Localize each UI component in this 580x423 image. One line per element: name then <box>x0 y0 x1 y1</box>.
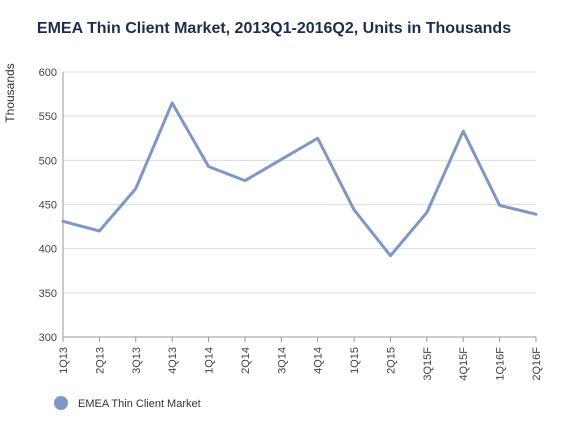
y-tick-label: 350 <box>39 288 57 300</box>
data-point[interactable] <box>207 165 211 169</box>
x-tick-label: 2Q16F <box>531 347 543 381</box>
legend-marker <box>54 396 68 410</box>
y-tick-label: 400 <box>39 244 57 256</box>
x-tick-label: 4Q15F <box>458 347 470 381</box>
y-axis-title: Thousands <box>3 63 17 122</box>
data-point[interactable] <box>170 101 174 105</box>
data-point[interactable] <box>243 179 247 183</box>
data-point[interactable] <box>425 210 429 214</box>
data-point[interactable] <box>352 208 356 212</box>
y-tick-label: 600 <box>39 67 57 79</box>
legend[interactable]: EMEA Thin Client Market <box>54 396 201 410</box>
y-tick-label: 300 <box>39 332 57 344</box>
data-point[interactable] <box>97 229 101 233</box>
data-point[interactable] <box>61 219 65 223</box>
data-point[interactable] <box>388 254 392 258</box>
data-point[interactable] <box>279 157 283 161</box>
x-tick-label: 2Q14 <box>240 347 252 374</box>
x-tick-label: 2Q13 <box>94 347 106 374</box>
x-tick-label: 2Q15 <box>385 347 397 374</box>
x-tick-label: 3Q15F <box>422 347 434 381</box>
y-axis-ticks: 300 350 400 450 500 550 600 <box>39 67 57 344</box>
data-point[interactable] <box>134 187 138 191</box>
x-axis-ticks: 1Q13 2Q13 3Q13 4Q13 1Q14 2Q14 3Q14 4Q14 1Q15 2Q15… <box>58 337 543 381</box>
legend-label: EMEA Thin Client Market <box>78 398 201 410</box>
x-tick-label: 1Q16F <box>495 347 507 381</box>
gridlines <box>63 71 536 338</box>
series-line <box>61 101 538 258</box>
x-tick-label: 3Q14 <box>276 347 288 374</box>
chart-title: EMEA Thin Client Market, 2013Q1-2016Q2, … <box>37 20 511 37</box>
y-tick-label: 450 <box>39 200 57 212</box>
y-tick-label: 500 <box>39 155 57 167</box>
x-tick-label: 3Q13 <box>131 347 143 374</box>
x-tick-label: 1Q13 <box>58 347 70 374</box>
data-point[interactable] <box>316 136 320 140</box>
y-tick-label: 550 <box>39 111 57 123</box>
x-tick-label: 1Q14 <box>204 347 216 374</box>
x-tick-label: 1Q15 <box>349 347 361 374</box>
axes <box>62 72 536 338</box>
data-point[interactable] <box>498 203 502 207</box>
x-tick-label: 4Q14 <box>313 347 325 374</box>
data-point[interactable] <box>534 212 538 216</box>
x-tick-label: 4Q13 <box>167 347 179 374</box>
data-point[interactable] <box>461 129 465 133</box>
series-layer <box>61 101 538 258</box>
